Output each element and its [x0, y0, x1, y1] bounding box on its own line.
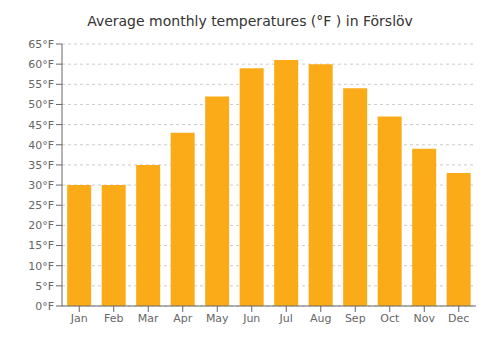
svg-text:35°F: 35°F	[28, 159, 54, 172]
svg-text:Mar: Mar	[138, 312, 159, 325]
svg-text:Dec: Dec	[448, 312, 469, 325]
svg-text:55°F: 55°F	[28, 78, 54, 91]
svg-text:Feb: Feb	[104, 312, 123, 325]
svg-text:May: May	[206, 312, 229, 325]
svg-text:10°F: 10°F	[28, 260, 54, 273]
svg-text:Sep: Sep	[345, 312, 366, 325]
svg-text:45°F: 45°F	[28, 119, 54, 132]
svg-text:Nov: Nov	[414, 312, 436, 325]
svg-text:20°F: 20°F	[28, 219, 54, 232]
svg-text:40°F: 40°F	[28, 139, 54, 152]
svg-text:65°F: 65°F	[28, 38, 54, 51]
svg-text:50°F: 50°F	[28, 98, 54, 111]
svg-text:30°F: 30°F	[28, 179, 54, 192]
svg-text:Oct: Oct	[380, 312, 400, 325]
svg-text:Jun: Jun	[242, 312, 260, 325]
svg-text:5°F: 5°F	[35, 280, 54, 293]
svg-text:Aug: Aug	[310, 312, 331, 325]
svg-text:15°F: 15°F	[28, 239, 54, 252]
svg-text:60°F: 60°F	[28, 58, 54, 71]
svg-text:0°F: 0°F	[35, 300, 54, 313]
svg-text:Jul: Jul	[279, 312, 293, 325]
svg-text:25°F: 25°F	[28, 199, 54, 212]
html-text:Average monthly temperatures (: Average monthly temperatures (°F ) in Fö…	[87, 13, 413, 29]
svg-text:Apr: Apr	[173, 312, 193, 325]
svg-text:Jan: Jan	[70, 312, 88, 325]
